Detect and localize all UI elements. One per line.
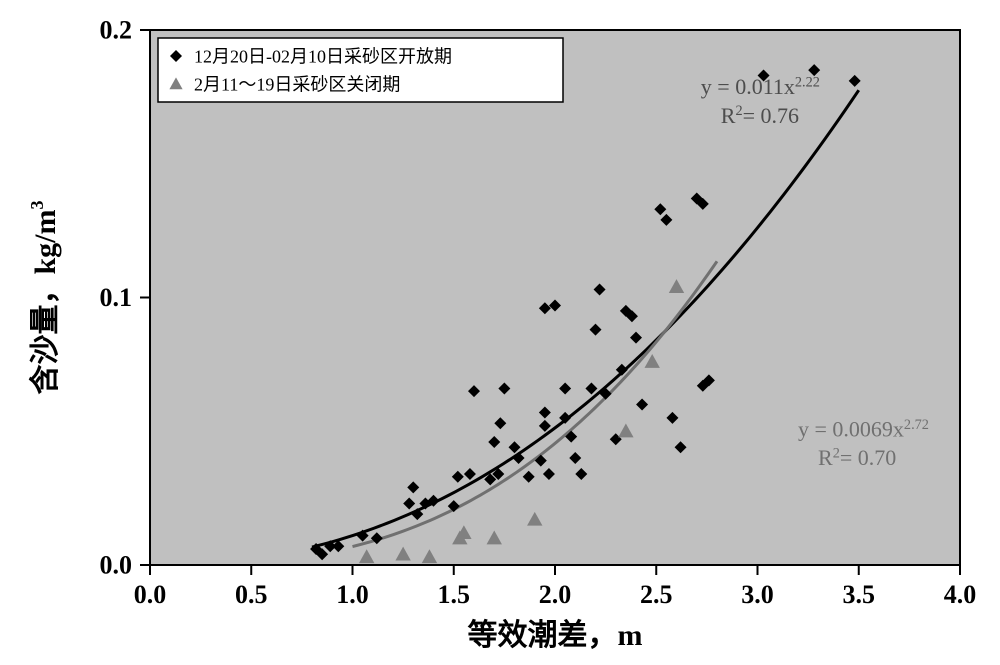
svg-text:含沙量，kg/m3: 含沙量，kg/m3 — [27, 200, 62, 394]
svg-text:R2= 0.70: R2= 0.70 — [818, 445, 896, 470]
x-tick-label: 1.0 — [336, 580, 369, 609]
x-tick-label: 3.5 — [843, 580, 876, 609]
x-tick-label: 2.5 — [640, 580, 673, 609]
x-tick-label: 0.5 — [235, 580, 268, 609]
y-tick-label: 0.0 — [100, 551, 133, 580]
y-tick-label: 0.1 — [100, 283, 133, 312]
x-tick-label: 3.0 — [741, 580, 774, 609]
x-tick-label: 0.0 — [134, 580, 167, 609]
x-tick-label: 1.5 — [438, 580, 471, 609]
x-axis-label: 等效潮差，m — [468, 618, 643, 652]
plot-area — [150, 30, 960, 565]
legend-label: 2月11～19日采砂区关闭期 — [194, 74, 400, 94]
x-tick-label: 4.0 — [944, 580, 977, 609]
x-tick-label: 2.0 — [539, 580, 572, 609]
svg-text:R2= 0.76: R2= 0.76 — [721, 103, 799, 128]
y-tick-label: 0.2 — [100, 16, 133, 45]
legend-label: 12月20日-02月10日采砂区开放期 — [194, 46, 452, 66]
scatter-chart: 0.0 0.5 1.0 1.5 2.0 2.5 3.0 3.5 4.0 等效潮差，m 0.0 0.1 0… — [0, 0, 1000, 665]
y-axis-label: 含沙量，kg/m3 — [27, 200, 62, 394]
legend: 12月20日-02月10日采砂区开放期 2月11～19日采砂区关闭期 — [158, 38, 563, 102]
